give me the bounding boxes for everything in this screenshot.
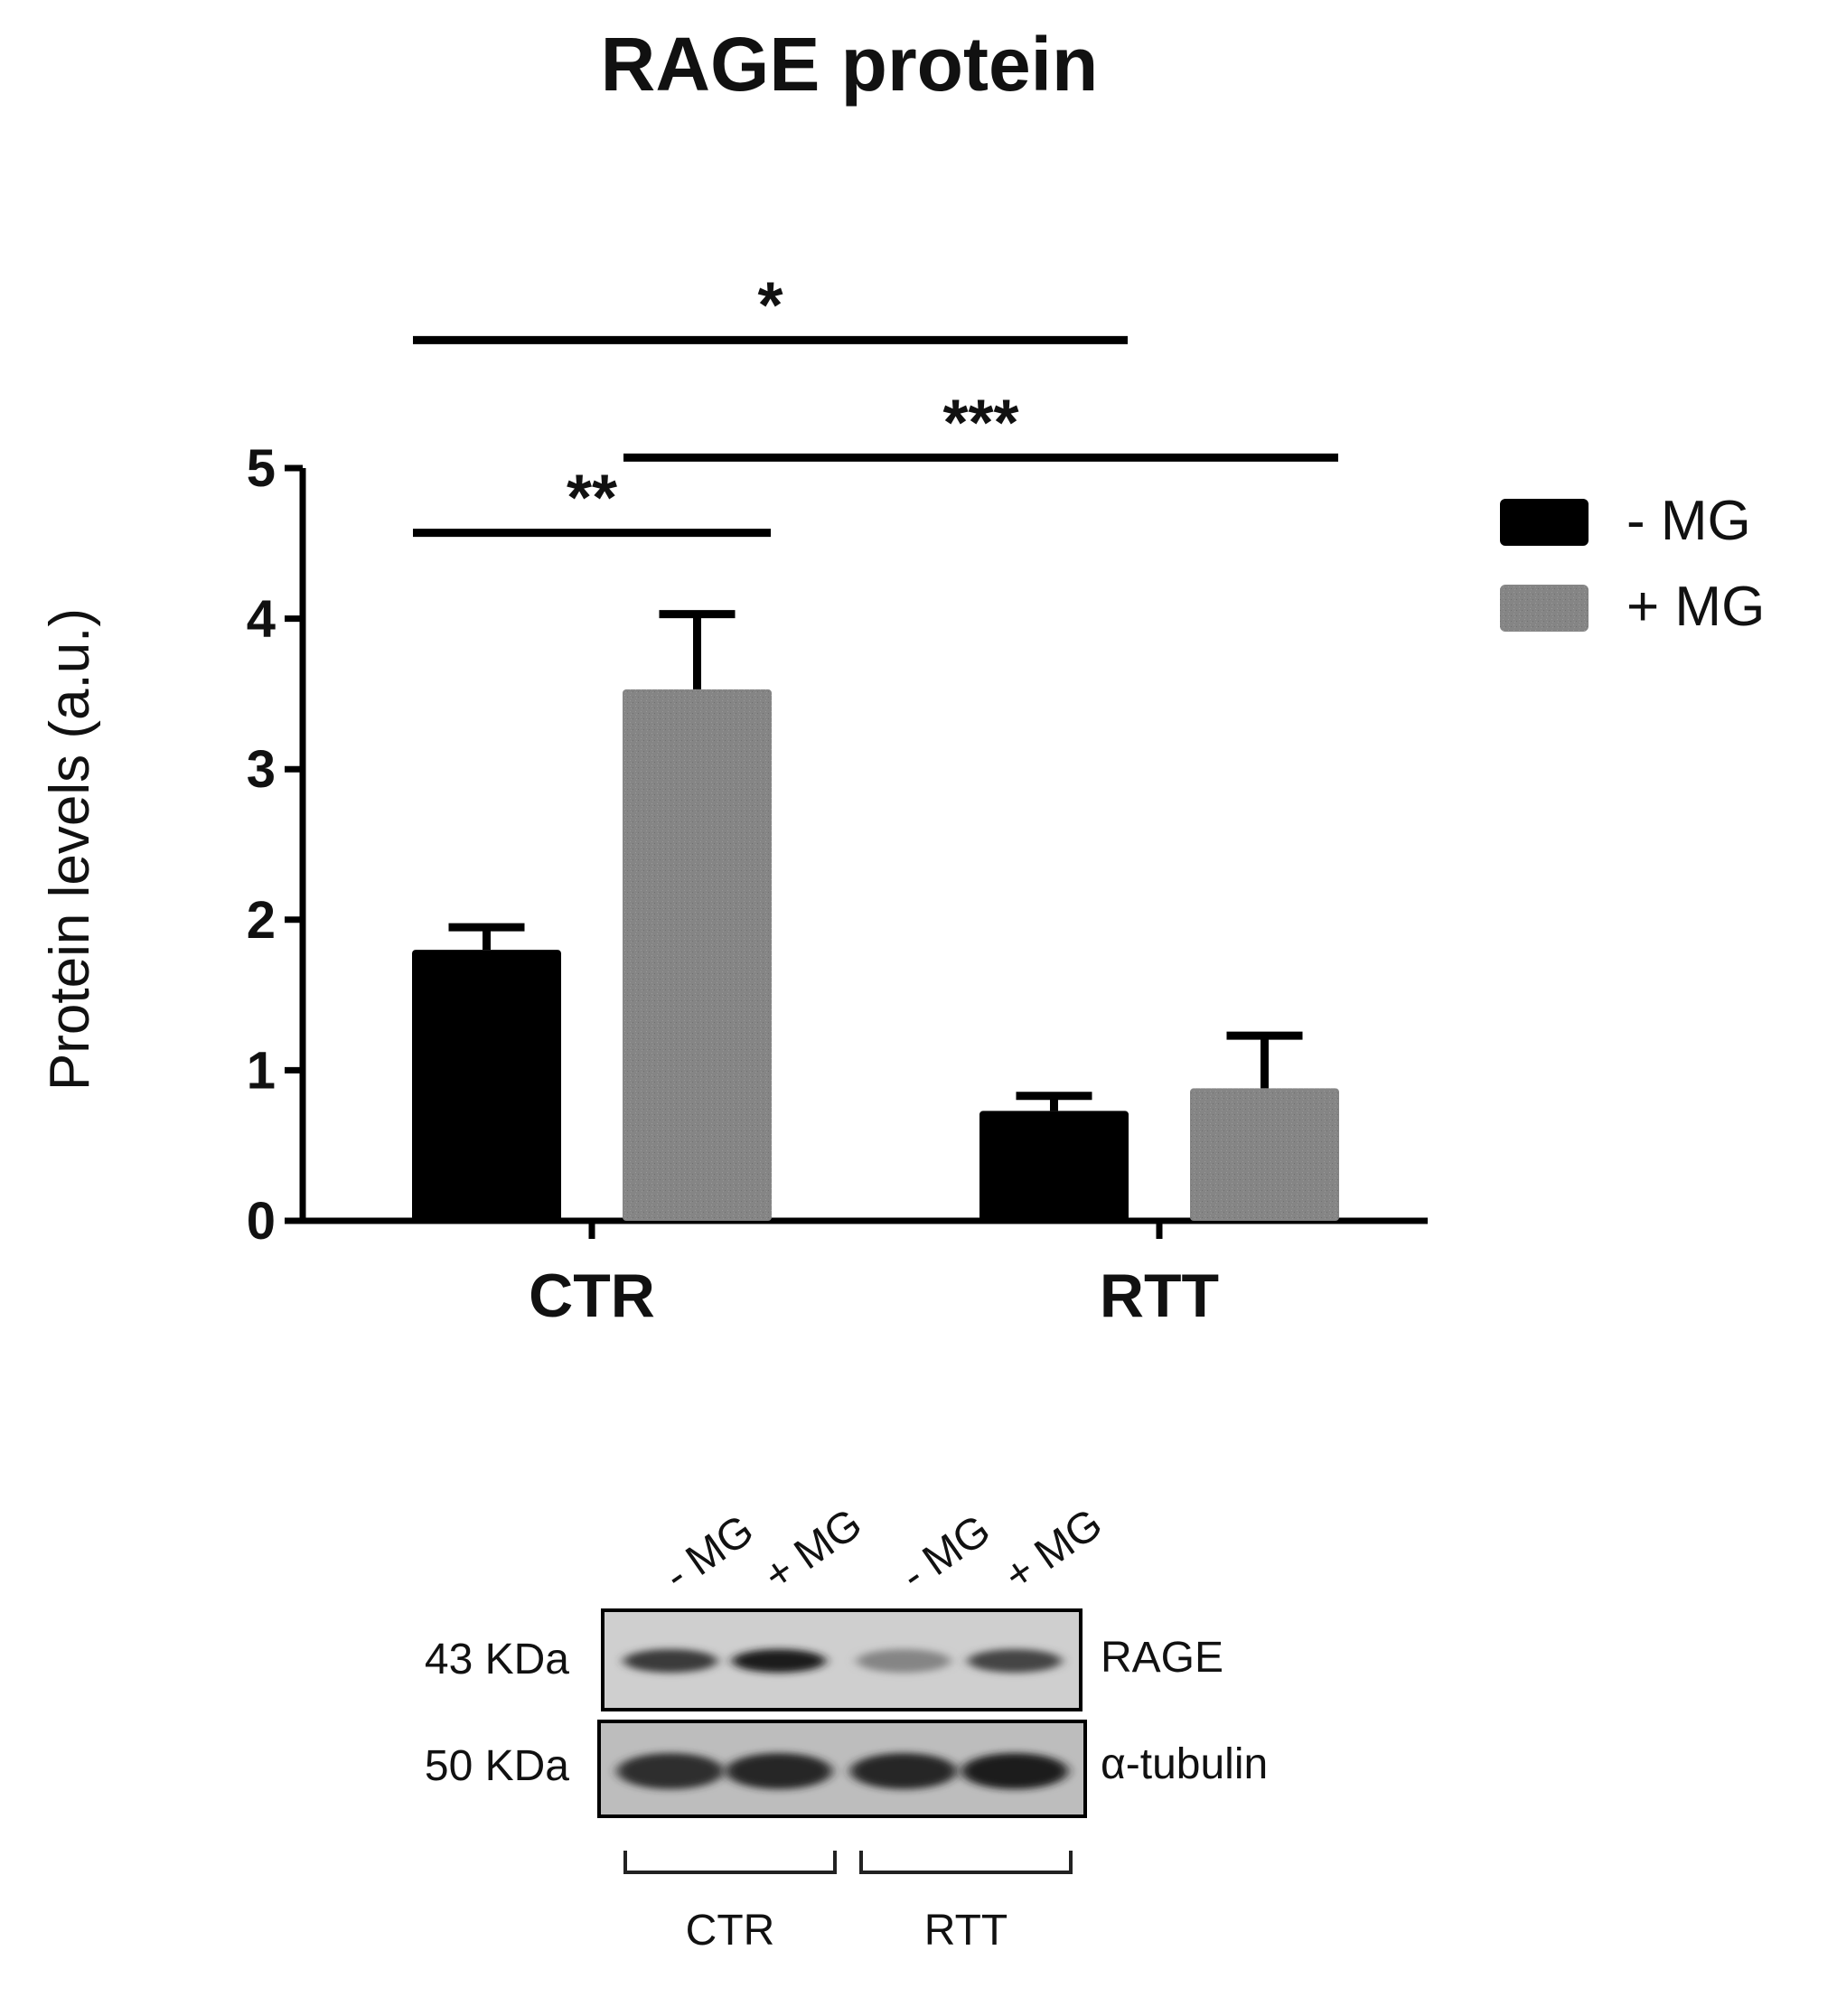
significance-label: *** — [942, 387, 1018, 459]
legend-label-minus-mg: - MG — [1626, 490, 1751, 552]
blot-size-rage: 43 KDa — [425, 1636, 569, 1683]
significance-label: * — [757, 269, 783, 342]
tubulin-band-2 — [726, 1753, 832, 1789]
western-blot: - MG + MG - MG + MG 43 KDa RAGE 50 KDa α… — [425, 1500, 1268, 1955]
rage-bands — [623, 1649, 1062, 1673]
rage-band-4 — [968, 1649, 1062, 1673]
y-tick-label: 1 — [247, 1041, 276, 1100]
chart-title: RAGE protein — [601, 22, 1099, 107]
tubulin-band-3 — [850, 1753, 957, 1789]
tubulin-band-4 — [961, 1753, 1068, 1789]
bar-rtt-plus-mg — [1190, 1088, 1339, 1221]
legend-swatch-plus-mg — [1500, 585, 1589, 632]
tubulin-band-1 — [617, 1753, 724, 1789]
blot-lane-label-3: - MG — [893, 1505, 999, 1600]
bars — [412, 689, 1339, 1221]
rage-band-2 — [732, 1649, 826, 1673]
blot-bracket-rtt — [859, 1851, 1073, 1874]
y-tick-label: 5 — [247, 439, 276, 498]
blot-group-ctr: CTR — [686, 1907, 775, 1955]
bar-rtt-minus-mg — [979, 1111, 1129, 1221]
x-tick-labels: CTR RTT — [529, 1221, 1219, 1330]
blot-lane-label-4: + MG — [996, 1500, 1111, 1600]
blot-group-rtt: RTT — [924, 1907, 1008, 1955]
y-axis-label: Protein levels (a.u.) — [39, 608, 101, 1091]
blot-label-tubulin: α-tubulin — [1101, 1740, 1268, 1788]
legend-swatch-minus-mg — [1500, 499, 1589, 546]
blot-bracket-ctr — [623, 1851, 837, 1874]
rage-band-3 — [857, 1649, 951, 1673]
significance-brackets: ****** — [413, 269, 1338, 538]
error-bars — [448, 610, 1303, 1111]
legend-label-plus-mg: + MG — [1626, 576, 1765, 638]
bar-ctr-plus-mg — [623, 689, 772, 1221]
y-tick-label: 4 — [247, 590, 276, 649]
blot-size-tubulin: 50 KDa — [425, 1742, 569, 1790]
y-ticks: 0 1 2 3 4 5 — [247, 439, 303, 1251]
y-tick-label: 0 — [247, 1192, 276, 1251]
blot-label-rage: RAGE — [1101, 1634, 1223, 1682]
bar-ctr-minus-mg — [412, 950, 561, 1221]
x-tick-label-ctr: CTR — [529, 1261, 655, 1330]
legend: - MG + MG — [1500, 490, 1765, 638]
rage-band-1 — [623, 1649, 717, 1673]
x-tick-label-rtt: RTT — [1100, 1261, 1219, 1330]
y-tick-label: 3 — [247, 740, 276, 799]
y-tick-label: 2 — [247, 891, 276, 950]
blot-lane-label-1: - MG — [656, 1505, 763, 1600]
significance-label: ** — [567, 463, 617, 535]
tubulin-bands — [617, 1753, 1068, 1789]
blot-lane-label-2: + MG — [755, 1500, 871, 1600]
